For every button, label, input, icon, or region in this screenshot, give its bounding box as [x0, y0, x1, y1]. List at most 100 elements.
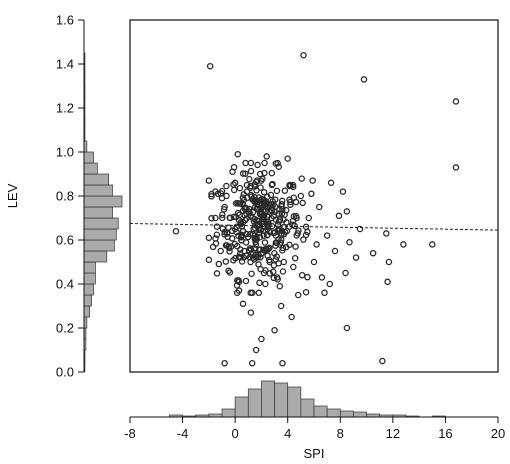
scatter-point — [255, 289, 263, 297]
scatter-point — [305, 214, 312, 222]
y-hist-bar — [83, 184, 113, 197]
scatter-point — [262, 267, 269, 274]
scatter-point — [452, 164, 460, 171]
scatter-point — [383, 230, 390, 237]
scatter-point — [294, 291, 302, 299]
scatter-point — [291, 254, 299, 262]
scatter-point — [269, 268, 277, 276]
scatter-point — [225, 224, 232, 231]
x-tick-label: 8 — [337, 426, 344, 441]
scatter-point — [260, 189, 268, 196]
scatter-point — [239, 207, 247, 215]
x-axis-label: SPI — [304, 446, 325, 461]
scatter-point — [346, 238, 353, 246]
scatter-point — [281, 211, 288, 218]
x-axis: -8 -4 0 4 8 12 16 20 — [124, 416, 505, 441]
scatter-point — [261, 169, 268, 177]
scatter-point — [266, 256, 273, 264]
x-hist-bar — [353, 411, 367, 418]
y-tick-label: 0.8 — [56, 189, 74, 204]
scatter-point — [239, 194, 247, 201]
scatter-point — [276, 282, 284, 290]
scatter-point — [233, 223, 240, 231]
scatter-point — [339, 188, 347, 195]
scatter-point — [256, 279, 263, 287]
scatter-point — [304, 273, 311, 281]
scatter-point — [269, 198, 276, 205]
scatter-point — [279, 268, 287, 275]
scatter-point — [247, 159, 255, 167]
scatter-point — [275, 163, 282, 170]
x-tick-label: 16 — [438, 426, 452, 441]
y-hist-bar — [83, 305, 91, 318]
scatter-point — [277, 302, 285, 310]
y-tick-label: 1.4 — [56, 57, 74, 72]
scatter-point — [237, 246, 244, 253]
scatter-points — [172, 51, 460, 367]
scatter-point — [297, 192, 305, 200]
y-hist-bar — [83, 283, 94, 296]
scatter-point — [288, 313, 295, 321]
scatter-point — [208, 190, 215, 198]
scatter-point — [260, 232, 267, 240]
scatter-point — [247, 289, 254, 297]
scatter-point — [335, 212, 343, 220]
x-hist-bar — [326, 408, 341, 418]
scatter-point — [247, 309, 255, 316]
scatter-point — [252, 346, 260, 354]
scatter-point — [275, 236, 282, 243]
plot-frame — [129, 19, 499, 373]
scatter-point — [205, 256, 213, 264]
scatter-point — [299, 199, 306, 207]
scatter-point — [252, 178, 260, 186]
scatter-point — [327, 179, 335, 187]
y-tick-label: 1.0 — [56, 145, 74, 160]
scatter-point — [262, 247, 269, 254]
x-marginal-histogram — [169, 380, 446, 418]
scatter-point — [221, 228, 229, 236]
y-hist-bar — [83, 195, 123, 208]
scatter-point — [263, 153, 270, 160]
y-marginal-histogram — [83, 52, 123, 373]
y-hist-bar — [83, 162, 98, 175]
y-hist-bar — [83, 250, 108, 263]
scatter-point — [245, 205, 253, 213]
scatter-point — [400, 241, 407, 248]
scatter-point — [255, 221, 262, 229]
y-tick-label: 0.6 — [56, 233, 74, 248]
scatter-point — [309, 177, 316, 184]
scatter-point — [280, 258, 288, 266]
scatter-point — [213, 270, 221, 277]
y-hist-bar — [83, 261, 96, 274]
scatter-point — [360, 76, 368, 83]
scatter-point — [270, 274, 277, 282]
scatter-point — [230, 163, 238, 171]
scatter-point — [429, 241, 436, 248]
scatter-point — [239, 201, 246, 208]
scatter-point — [230, 213, 238, 221]
scatter-point — [246, 230, 254, 238]
scatter-point — [256, 233, 264, 241]
scatter-point — [243, 194, 251, 202]
x-hist-bar — [221, 408, 236, 418]
x-tick-label: 20 — [491, 426, 505, 441]
scatter-point — [239, 300, 247, 308]
scatter-point — [257, 208, 264, 215]
scatter-point — [279, 205, 286, 213]
scatter-point — [342, 269, 349, 277]
scatter-point — [300, 236, 307, 243]
scatter-point — [248, 359, 256, 367]
scatter-point — [276, 216, 284, 223]
y-axis-label: LEV — [5, 183, 20, 208]
y-hist-bar — [83, 173, 110, 186]
scatter-point — [273, 253, 280, 260]
scatter-point — [242, 170, 249, 177]
scatter-point — [289, 221, 296, 229]
scatter-point — [235, 232, 242, 240]
scatter-point — [318, 274, 326, 281]
scatter-point — [292, 243, 299, 250]
scatter-point — [290, 263, 297, 271]
scatter-point — [284, 155, 291, 162]
scatter-point — [217, 247, 224, 255]
